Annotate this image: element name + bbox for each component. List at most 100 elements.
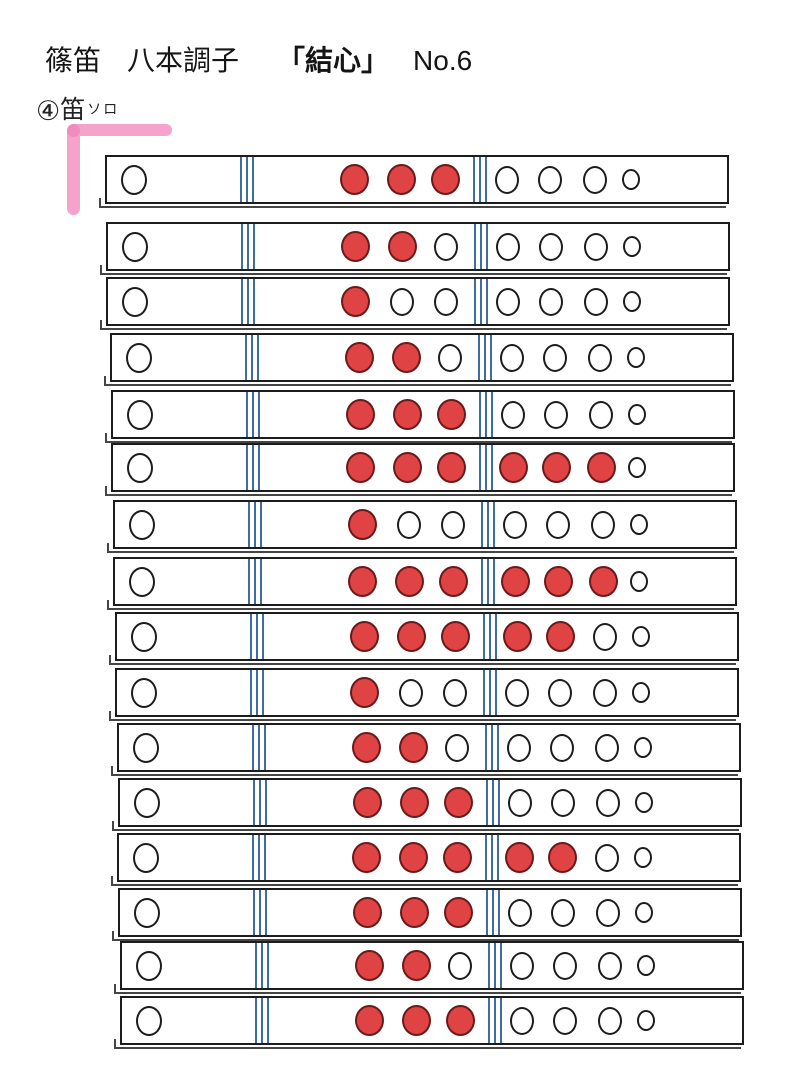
joint-divider: [474, 224, 488, 269]
divider-line: [254, 502, 256, 547]
divider-line: [491, 835, 493, 880]
finger-hole-open: [584, 232, 608, 261]
finger-hole-closed: [340, 286, 370, 317]
finger-hole-open: [500, 343, 524, 372]
joint-divider: [255, 943, 269, 988]
divider-line: [497, 725, 499, 770]
finger-hole-closed: [443, 897, 473, 928]
divider-line: [500, 943, 502, 988]
divider-line: [485, 392, 487, 437]
finger-hole-closed: [541, 452, 571, 483]
divider-line: [491, 725, 493, 770]
finger-hole-open: [496, 232, 520, 261]
finger-hole-closed: [386, 164, 416, 195]
finger-hole-closed: [354, 1005, 384, 1036]
finger-hole-closed: [588, 566, 618, 597]
finger-hole-closed: [340, 231, 370, 262]
finger-hole-closed: [349, 677, 379, 708]
title-number: No.6: [413, 45, 473, 76]
finger-hole-closed: [586, 452, 616, 483]
finger-hole-closed: [543, 566, 573, 597]
mouth-hole: [136, 950, 162, 981]
divider-line: [494, 998, 496, 1043]
joint-divider: [241, 279, 255, 324]
divider-line: [256, 670, 258, 715]
joint-divider: [481, 559, 495, 604]
flute-row-16: [114, 996, 744, 1049]
finger-hole-closed: [438, 566, 468, 597]
mouth-hole: [134, 897, 160, 928]
joint-divider: [488, 998, 502, 1043]
finger-hole-closed: [391, 342, 421, 373]
divider-line: [489, 614, 491, 659]
finger-hole-closed: [500, 566, 530, 597]
divider-line: [253, 279, 255, 324]
pink-highlight-horizontal: [68, 124, 172, 136]
divider-line: [252, 445, 254, 490]
divider-line: [246, 445, 248, 490]
finger-hole-closed: [352, 897, 382, 928]
finger-hole-open: [543, 343, 567, 372]
finger-hole-open: [635, 792, 653, 813]
joint-divider: [246, 392, 260, 437]
joint-divider: [246, 445, 260, 490]
joint-divider: [248, 559, 262, 604]
finger-hole-closed: [351, 732, 381, 763]
finger-hole-open: [508, 898, 532, 927]
divider-line: [252, 725, 254, 770]
joint-divider: [483, 670, 497, 715]
divider-line: [495, 614, 497, 659]
finger-hole-closed: [387, 231, 417, 262]
finger-hole-closed: [399, 897, 429, 928]
divider-line: [479, 157, 481, 202]
finger-hole-open: [637, 1010, 655, 1031]
title-instrument: 篠笛: [45, 45, 102, 76]
divider-line: [262, 670, 264, 715]
joint-divider: [248, 502, 262, 547]
finger-hole-closed: [396, 621, 426, 652]
finger-hole-open: [390, 287, 414, 316]
joint-divider: [250, 670, 264, 715]
joint-divider: [485, 835, 499, 880]
finger-hole-open: [443, 678, 467, 707]
joint-divider: [252, 725, 266, 770]
divider-line: [257, 335, 259, 380]
divider-line: [480, 224, 482, 269]
flute-row-11: [111, 723, 741, 776]
finger-hole-open: [634, 737, 652, 758]
finger-hole-open: [630, 514, 648, 535]
finger-hole-open: [598, 1006, 622, 1035]
finger-hole-closed: [347, 509, 377, 540]
divider-line: [250, 670, 252, 715]
flute-row-15: [114, 941, 744, 994]
joint-divider: [240, 157, 254, 202]
divider-line: [258, 725, 260, 770]
divider-line: [486, 224, 488, 269]
divider-line: [240, 157, 242, 202]
finger-hole-open: [551, 898, 575, 927]
pink-highlight-corner: [67, 124, 80, 137]
joint-divider: [479, 392, 493, 437]
divider-line: [256, 614, 258, 659]
finger-hole-closed: [345, 399, 375, 430]
divider-line: [253, 780, 255, 825]
finger-hole-closed: [398, 842, 428, 873]
finger-hole-open: [510, 951, 534, 980]
joint-divider: [486, 890, 500, 935]
finger-hole-open: [635, 902, 653, 923]
divider-line: [258, 392, 260, 437]
finger-hole-closed: [349, 621, 379, 652]
joint-divider: [255, 998, 269, 1043]
finger-hole-open: [503, 510, 527, 539]
mouth-hole: [133, 732, 159, 763]
divider-line: [246, 157, 248, 202]
finger-hole-open: [448, 951, 472, 980]
divider-line: [261, 943, 263, 988]
divider-line: [479, 392, 481, 437]
divider-line: [260, 502, 262, 547]
divider-line: [481, 559, 483, 604]
divider-line: [487, 559, 489, 604]
mouth-hole: [131, 621, 157, 652]
finger-hole-open: [496, 287, 520, 316]
